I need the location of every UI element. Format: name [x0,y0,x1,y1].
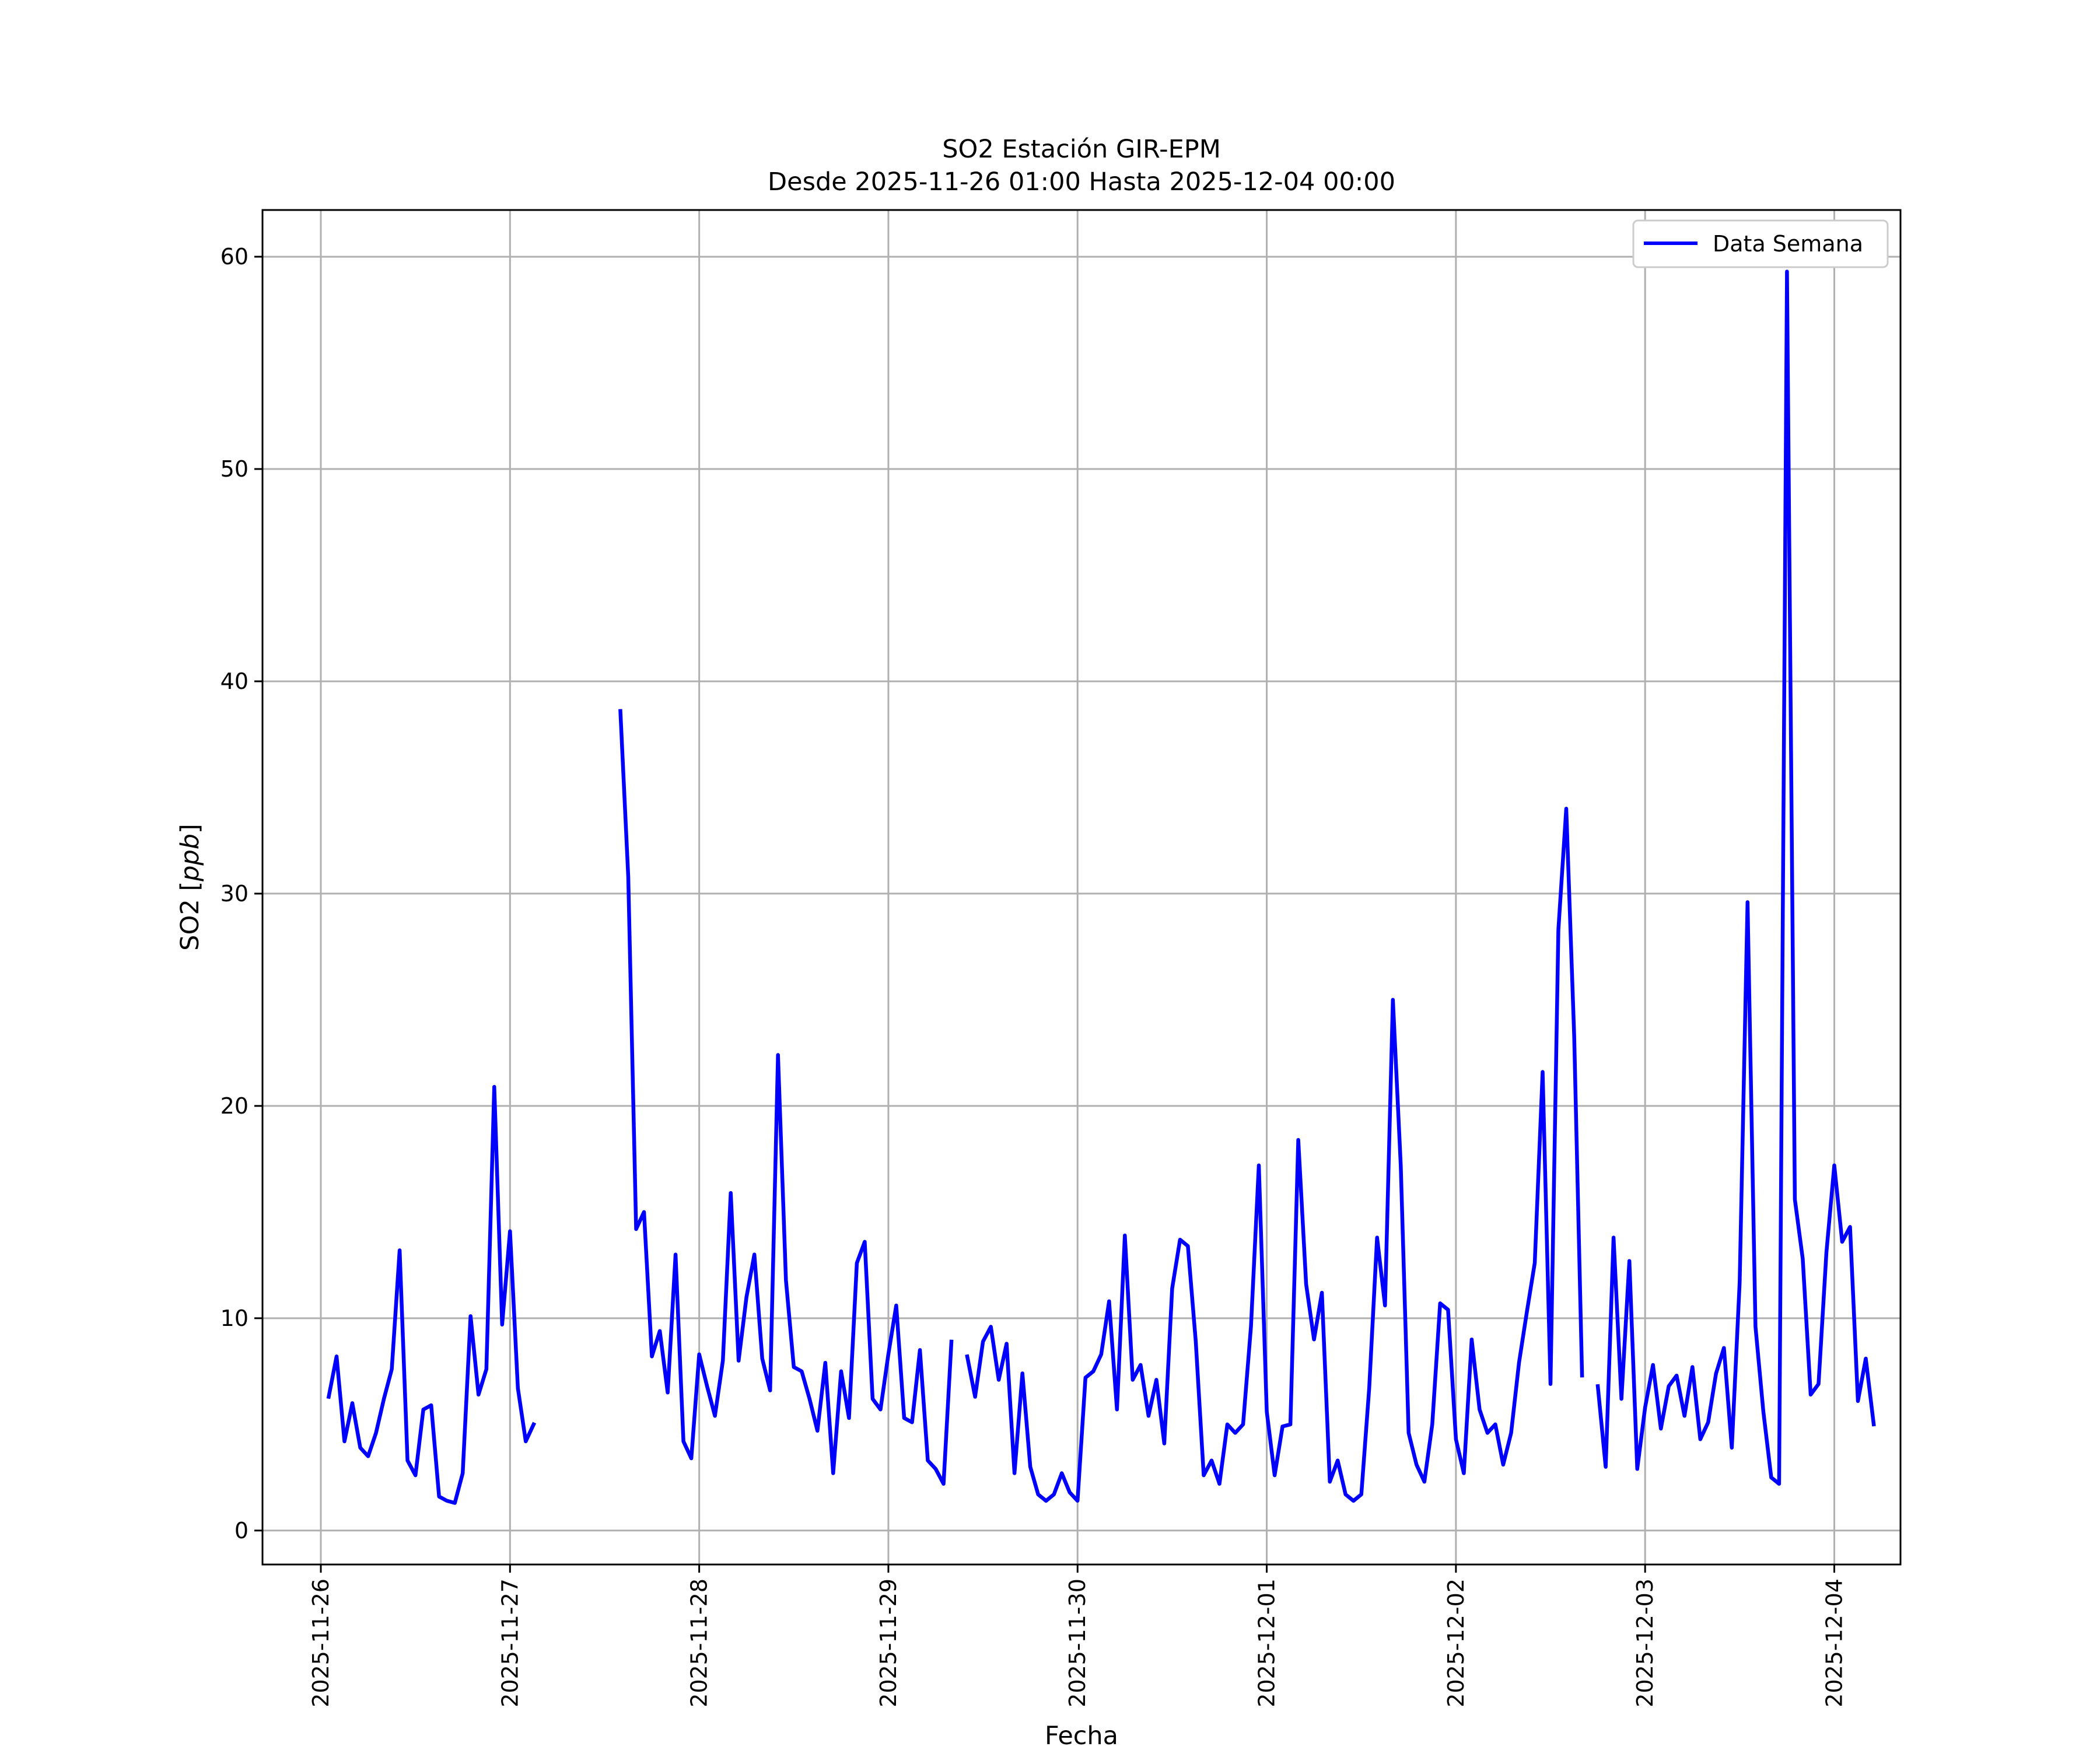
y-tick-label: 50 [220,456,249,482]
y-tick-label: 40 [220,668,249,694]
y-tick-label: 0 [235,1518,249,1544]
y-tick-label: 20 [220,1093,249,1119]
series-layer [326,270,1876,1505]
y-axis-label-close: ] [176,824,205,834]
x-tick-label: 2025-12-04 [1821,1578,1847,1707]
x-axis-label: Fecha [1045,1721,1118,1750]
series-line-data-semana [326,270,1876,1505]
y-tick-label: 10 [220,1306,249,1331]
legend-box [1632,219,1889,268]
y-tick-label: 60 [220,244,249,270]
x-tick-label: 2025-11-29 [876,1578,901,1707]
x-tick-label: 2025-11-27 [497,1578,523,1707]
x-tick-label: 2025-12-02 [1443,1578,1469,1707]
x-axis-ticks: 2025-11-26 2025-11-27 2025-11-28 2025-11-29… [308,1564,1847,1707]
x-tick-label: 2025-11-28 [687,1578,712,1707]
legend: Data Semana [1632,219,1889,268]
chart-subtitle: Desde 2025-11-26 01:00 Hasta 2025-12-04 … [768,167,1395,197]
x-tick-label: 2025-12-03 [1632,1578,1658,1707]
y-tick-label: 30 [220,881,249,907]
x-tick-label: 2025-12-01 [1254,1578,1280,1707]
y-axis-label-text: SO2 [ [176,881,205,951]
y-axis-label-unit: ppb [176,834,205,882]
legend-label: Data Semana [1713,231,1863,257]
x-tick-label: 2025-11-30 [1065,1578,1090,1707]
plot-frame [261,209,1902,1566]
y-axis-ticks: 0 10 20 30 40 50 60 [220,244,262,1544]
x-tick-label: 2025-11-26 [308,1578,334,1707]
y-axis-label: SO2 [ppb] [176,824,205,951]
chart-title: SO2 Estación GIR-EPM [942,135,1221,164]
